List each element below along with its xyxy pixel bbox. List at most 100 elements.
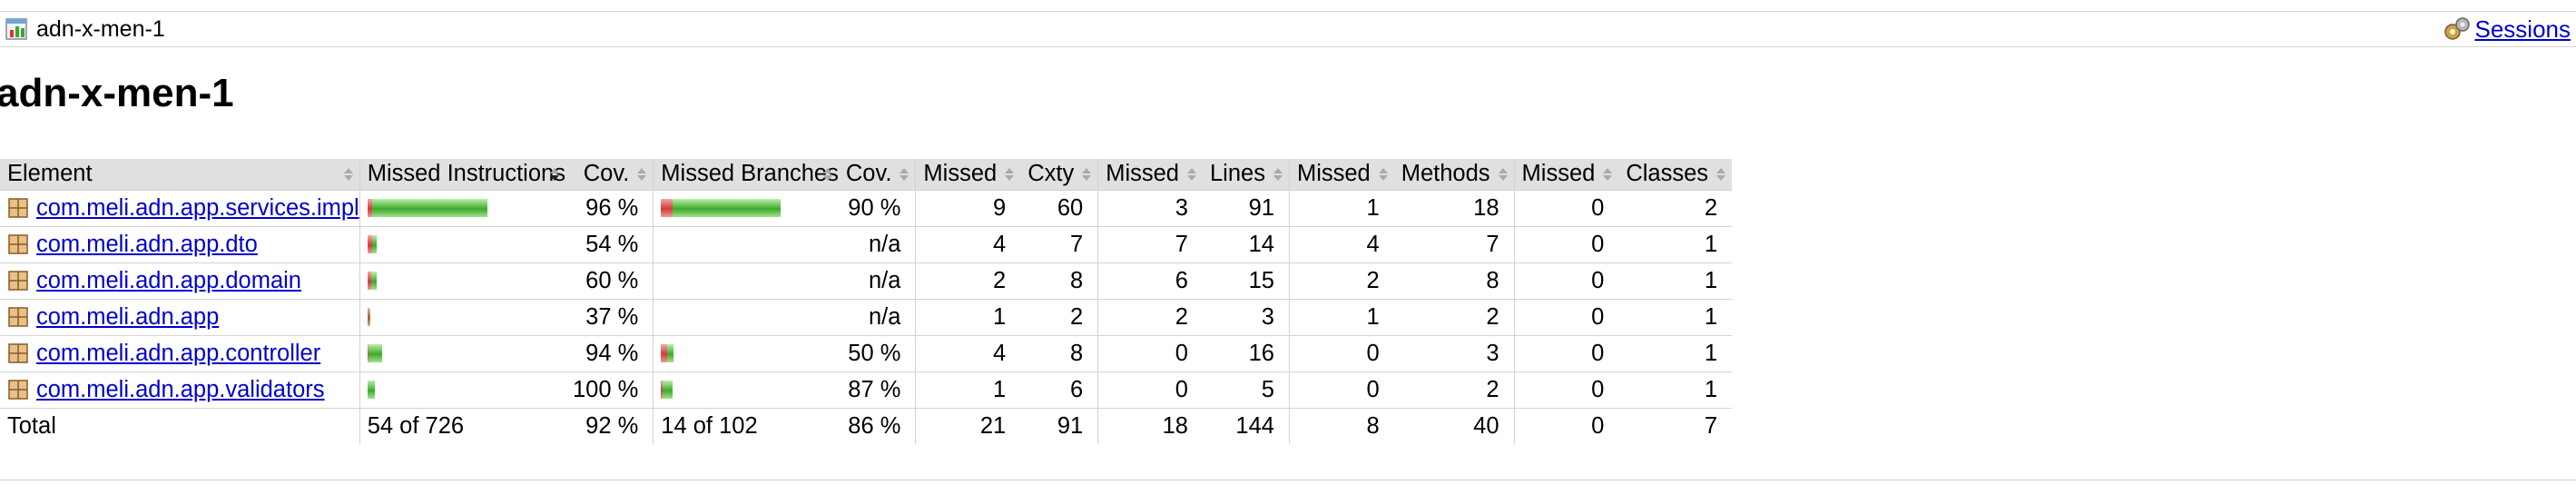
- missed-instructions-bar: [359, 226, 565, 263]
- methods: 8: [1393, 262, 1515, 300]
- element-cell: com.meli.adn.app.dto: [0, 226, 360, 263]
- total-instructions-cov: 92 %: [585, 412, 639, 439]
- breadcrumb-report-name: adn-x-men-1: [36, 15, 165, 42]
- sort-icon: [1716, 168, 1726, 181]
- col-missed-lines-label: Missed: [1106, 161, 1179, 187]
- missed-instructions-bar: [359, 371, 565, 409]
- element-cell: com.meli.adn.app.validators: [0, 371, 360, 409]
- missed-classes: 0: [1513, 226, 1619, 263]
- cxty: 8: [1020, 262, 1098, 300]
- missed-lines: 0: [1097, 371, 1203, 409]
- lines: 3: [1202, 299, 1290, 336]
- element-cell: com.meli.adn.app.domain: [0, 262, 360, 300]
- missed-branches-bar: [653, 190, 839, 227]
- missed-methods: 1: [1288, 299, 1394, 336]
- table-row: com.meli.adn.app.controller 94 % 50 % 4 …: [0, 335, 1733, 372]
- cxty: 60: [1020, 190, 1098, 227]
- sort-icon: [1378, 168, 1388, 181]
- branches-cov: 87 %: [838, 371, 916, 409]
- col-instructions-cov-label: Cov.: [583, 161, 630, 187]
- element-cell: com.meli.adn.app.services.impl: [0, 190, 360, 227]
- sort-icon: [1498, 168, 1508, 181]
- element-cell: com.meli.adn.app.controller: [0, 335, 360, 372]
- missed-cxty: 1: [915, 371, 1021, 409]
- instructions-cov: 60 %: [565, 262, 654, 300]
- col-lines[interactable]: Lines: [1202, 159, 1290, 191]
- missed-branches-bar: [653, 262, 839, 300]
- missed-instructions-bar: [359, 299, 565, 336]
- col-missed-classes[interactable]: Missed: [1513, 159, 1619, 191]
- total-classes: 7: [1704, 412, 1718, 439]
- instructions-cov: 37 %: [565, 299, 654, 336]
- branches-cov: n/a: [838, 262, 916, 300]
- table-header-row: Element Missed Instructions Cov. Missed …: [0, 159, 1733, 191]
- missed-classes: 0: [1513, 335, 1619, 372]
- total-missed-methods: 8: [1288, 408, 1394, 444]
- total-missed-lines: 18: [1097, 408, 1203, 444]
- missed-branches-bar: [653, 335, 839, 372]
- package-link[interactable]: com.meli.adn.app.services.impl: [36, 194, 359, 221]
- instructions-cov: 94 %: [565, 335, 654, 372]
- package-link[interactable]: com.meli.adn.app.controller: [36, 340, 321, 366]
- branches-cov: 50 %: [838, 335, 916, 372]
- col-missed-instructions[interactable]: Missed Instructions: [359, 159, 565, 191]
- sessions-link-container: Sessions: [2443, 12, 2571, 46]
- lines: 14: [1202, 226, 1290, 263]
- missed-branches-bar: [653, 299, 839, 336]
- package-icon: [8, 307, 28, 327]
- col-methods-label: Methods: [1401, 161, 1490, 187]
- package-link[interactable]: com.meli.adn.app.dto: [36, 231, 258, 257]
- methods: 2: [1393, 371, 1515, 409]
- page-title: adn-x-men-1: [0, 71, 234, 115]
- missed-lines: 7: [1097, 226, 1203, 263]
- sort-icon: [343, 168, 353, 181]
- lines: 91: [1202, 190, 1290, 227]
- missed-instructions-bar: [359, 335, 565, 372]
- missed-cxty: 9: [915, 190, 1021, 227]
- missed-methods: 2: [1288, 262, 1394, 300]
- total-missed-instructions: 54 of 726: [359, 408, 565, 444]
- col-element-label: Element: [7, 161, 93, 187]
- col-missed-instructions-label: Missed Instructions: [367, 161, 565, 187]
- report-icon: [5, 18, 27, 40]
- col-instructions-cov[interactable]: Cov.: [565, 159, 654, 191]
- missed-classes: 0: [1513, 371, 1619, 409]
- instructions-cov: 100 %: [565, 371, 654, 409]
- coverage-table: Element Missed Instructions Cov. Missed …: [0, 159, 1733, 444]
- col-missed-cxty-label: Missed: [923, 161, 998, 187]
- sessions-link[interactable]: Sessions: [2474, 15, 2571, 43]
- col-element[interactable]: Element: [0, 159, 360, 191]
- missed-methods: 0: [1288, 335, 1394, 372]
- table-row: com.meli.adn.app.domain 60 % n/a 2 8 6 1…: [0, 262, 1733, 300]
- lines: 16: [1202, 335, 1290, 372]
- col-missed-methods-label: Missed: [1296, 161, 1371, 187]
- package-icon: [8, 271, 28, 291]
- cxty: 2: [1020, 299, 1098, 336]
- col-cxty[interactable]: Cxty: [1020, 159, 1098, 191]
- missed-branches-bar: [653, 371, 839, 409]
- total-missed-classes: 0: [1513, 408, 1619, 444]
- missed-classes: 0: [1513, 299, 1619, 336]
- table-row: com.meli.adn.app.validators 100 % 87 % 1…: [0, 371, 1733, 409]
- col-classes[interactable]: Classes: [1618, 159, 1733, 191]
- branches-cov: n/a: [838, 226, 916, 263]
- col-missed-methods[interactable]: Missed: [1288, 159, 1394, 191]
- package-link[interactable]: com.meli.adn.app.validators: [36, 376, 325, 402]
- table-row: com.meli.adn.app 37 % n/a 1 2 2 3 1 2 0 …: [0, 299, 1733, 336]
- instructions-cov: 54 %: [565, 226, 654, 263]
- classes: 2: [1618, 190, 1733, 227]
- col-missed-cxty[interactable]: Missed: [915, 159, 1021, 191]
- package-link[interactable]: com.meli.adn.app.domain: [36, 267, 301, 293]
- package-link[interactable]: com.meli.adn.app: [36, 303, 220, 330]
- sort-icon: [1082, 168, 1092, 181]
- missed-lines: 2: [1097, 299, 1203, 336]
- col-methods[interactable]: Methods: [1393, 159, 1515, 191]
- col-branches-cov[interactable]: Cov.: [838, 159, 916, 191]
- cxty: 7: [1020, 226, 1098, 263]
- col-missed-lines[interactable]: Missed: [1097, 159, 1203, 191]
- lines: 15: [1202, 262, 1290, 300]
- sort-icon: [637, 168, 647, 181]
- col-missed-branches[interactable]: Missed Branches: [653, 159, 839, 191]
- missed-lines: 0: [1097, 335, 1203, 372]
- package-icon: [8, 198, 28, 218]
